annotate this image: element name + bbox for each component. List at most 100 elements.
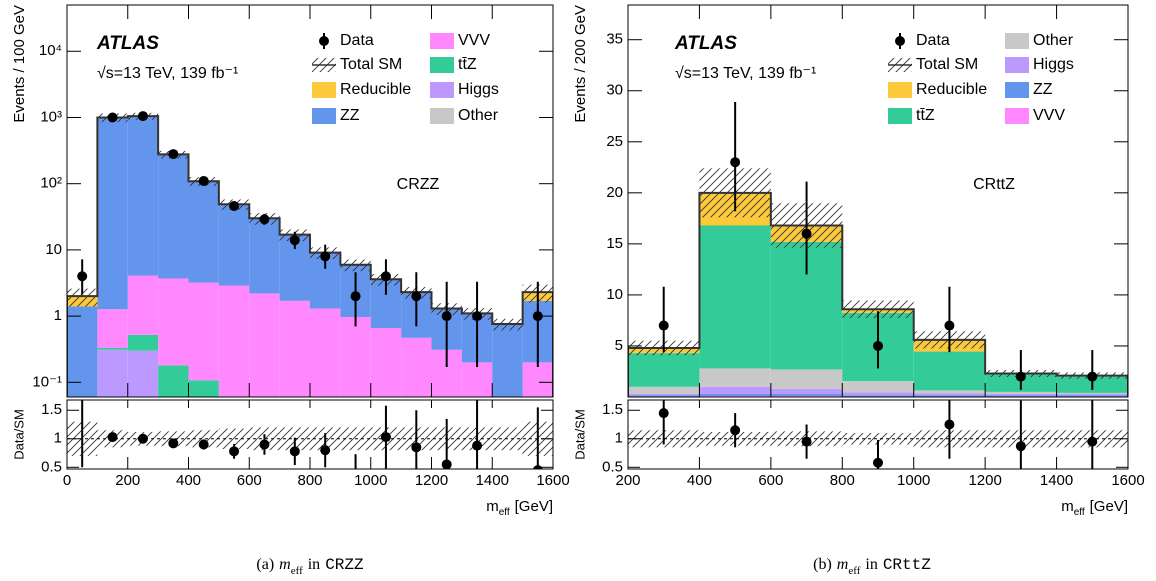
y-tick-label: 15: [606, 235, 623, 252]
stack-segment: [699, 386, 771, 394]
legend-label: Other: [1033, 32, 1074, 49]
stack-segment: [770, 395, 843, 397]
x-label-sub: eff: [499, 507, 510, 518]
ratio-point: [801, 436, 812, 447]
stack-segment: [985, 391, 1057, 394]
data-point: [1087, 371, 1098, 382]
legend-label: Total SM: [340, 56, 402, 73]
stack-segment: [913, 395, 986, 397]
ratio-point: [944, 419, 955, 430]
stack-segment: [219, 402, 249, 428]
caption-symbol: m: [837, 556, 849, 573]
x-tick-label: 200: [115, 472, 140, 489]
legend-swatch: [1005, 82, 1029, 98]
x-tick-label: 800: [297, 472, 322, 489]
legend-label: Reducible: [340, 81, 411, 98]
data-point: [229, 201, 240, 212]
x-tick-label: 1000: [354, 472, 387, 489]
legend-swatch: [312, 108, 336, 124]
total-sm-line: [628, 191, 1128, 397]
y-tick-label: 10⁴: [39, 42, 62, 59]
data-point: [380, 271, 391, 282]
energy-label: √s=13 TeV, 139 fb⁻¹: [675, 65, 816, 82]
ratio-axis-label: Data/SM: [11, 409, 26, 460]
stack-segment: [913, 393, 986, 396]
data-point: [137, 111, 148, 122]
ratio-y-tick-label: 1: [615, 430, 623, 447]
caption-text: in: [865, 556, 877, 573]
ratio-point: [1087, 436, 1098, 447]
x-tick-label: 800: [830, 472, 855, 489]
caption-label: (a): [256, 556, 274, 573]
ratio-plot: [67, 400, 553, 469]
ratio-uncertainty: [188, 430, 219, 448]
stack-segment: [913, 351, 986, 391]
legend-swatch: [888, 108, 912, 124]
data-point: [289, 235, 300, 246]
caption-label: (b): [813, 556, 832, 573]
data-point: [168, 149, 179, 160]
data-point: [259, 214, 270, 225]
ratio-uncertainty: [842, 433, 914, 445]
stack-segment: [370, 328, 402, 397]
legend-label: ZZ: [1033, 81, 1053, 98]
stack-segment: [67, 306, 98, 397]
stack-segment: [628, 353, 700, 387]
legend-swatch: [888, 82, 912, 98]
stack-segment: [770, 393, 843, 396]
y-axis-label: Events / 200 GeV: [572, 5, 589, 123]
y-tick-label: 30: [606, 82, 623, 99]
main-plot: [628, 101, 1128, 397]
stack-segment: [127, 116, 159, 276]
ratio-point: [259, 439, 270, 450]
region-label: CRZZ: [397, 176, 440, 193]
stack-segment: [842, 395, 914, 397]
legend-label: Higgs: [458, 81, 499, 98]
ratio-point: [472, 440, 483, 451]
stack-segment: [249, 218, 280, 294]
caption-sub: eff: [291, 565, 303, 577]
x-tick-label: 1000: [897, 472, 930, 489]
stack-segment: [699, 225, 771, 369]
x-tick-label: 400: [176, 472, 201, 489]
legend-label: Data: [340, 32, 374, 49]
x-tick-label: 1400: [1040, 472, 1073, 489]
legend-label: tt̄Z: [916, 107, 935, 124]
stack-segment: [218, 285, 250, 397]
stack-segment: [492, 323, 523, 397]
ratio-y-tick-label: 1: [54, 430, 62, 447]
data-point: [320, 251, 331, 262]
ratio-axis-label: Data/SM: [572, 409, 587, 460]
data-point: [801, 228, 812, 239]
stack-segment: [249, 293, 280, 397]
data-point: [107, 112, 118, 123]
data-point: [350, 291, 361, 302]
ratio-point: [441, 459, 452, 469]
atlas-label: ATLAS: [96, 33, 159, 54]
main-plot: [67, 111, 553, 428]
x-axis-label: meff [GeV]: [486, 498, 553, 518]
region-label: CRttZ: [973, 176, 1015, 193]
ratio-point: [730, 425, 741, 436]
ratio-point: [137, 433, 148, 444]
x-tick-label: 1600: [1111, 472, 1144, 489]
legend-swatch: [1005, 57, 1029, 73]
main-frame: [627, 4, 1129, 398]
stack-segment: [188, 181, 219, 283]
x-tick-label: 1200: [968, 472, 1001, 489]
legend-label: Other: [458, 107, 499, 124]
legend-swatch: [430, 33, 454, 49]
stack-segment: [1056, 393, 1128, 396]
sm-uncertainty: [67, 288, 98, 307]
data-point: [441, 311, 452, 322]
stack-segment: [1056, 395, 1128, 397]
stack-segment: [522, 362, 553, 397]
ratio-y-tick-label: 1.5: [41, 401, 62, 418]
legend-label: tt̄Z: [458, 56, 477, 73]
caption: (a) meff in CRZZ: [256, 556, 364, 577]
stack-segment: [401, 337, 432, 397]
data-point: [873, 340, 883, 351]
x-tick-label: 600: [237, 472, 262, 489]
data-point: [730, 157, 741, 168]
x-label-symbol: m: [486, 498, 499, 515]
